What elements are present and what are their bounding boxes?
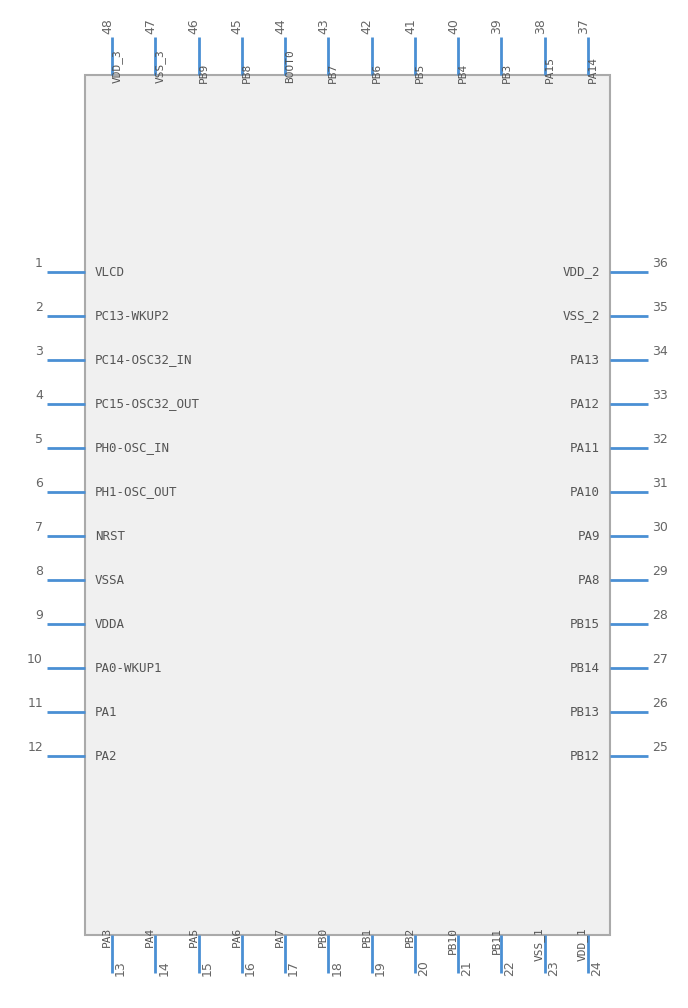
Text: 1: 1	[35, 257, 43, 270]
Text: PB12: PB12	[570, 750, 600, 762]
Text: 7: 7	[35, 521, 43, 534]
Text: 27: 27	[652, 653, 668, 666]
Text: PB13: PB13	[570, 706, 600, 719]
Text: 39: 39	[491, 18, 504, 34]
Text: PA8: PA8	[577, 574, 600, 587]
Text: VDD_2: VDD_2	[563, 265, 600, 278]
Text: 13: 13	[114, 961, 127, 976]
Text: PA5: PA5	[189, 927, 199, 948]
Text: PA0-WKUP1: PA0-WKUP1	[95, 661, 162, 674]
Text: 8: 8	[35, 565, 43, 578]
Text: PA12: PA12	[570, 397, 600, 410]
Text: 21: 21	[460, 961, 473, 976]
Text: PB8: PB8	[241, 62, 252, 83]
Text: 48: 48	[101, 18, 114, 34]
Text: 26: 26	[652, 697, 668, 710]
Text: 43: 43	[317, 18, 330, 34]
Text: PH0-OSC_IN: PH0-OSC_IN	[95, 442, 170, 455]
Text: PA4: PA4	[145, 927, 155, 948]
Text: 23: 23	[547, 961, 560, 976]
Text: BOOT0: BOOT0	[285, 49, 295, 83]
Text: 36: 36	[652, 257, 668, 270]
Text: 28: 28	[652, 609, 668, 622]
Text: PB14: PB14	[570, 661, 600, 674]
Text: PA14: PA14	[588, 56, 598, 83]
Text: PA3: PA3	[102, 927, 112, 948]
Text: 32: 32	[652, 433, 668, 446]
Text: NRST: NRST	[95, 529, 125, 542]
Text: PB4: PB4	[458, 62, 468, 83]
Text: VDD_1: VDD_1	[577, 927, 588, 961]
Text: PB3: PB3	[502, 62, 511, 83]
Text: 3: 3	[35, 345, 43, 358]
Text: PA2: PA2	[95, 750, 118, 762]
Text: PB0: PB0	[319, 927, 328, 948]
Text: VLCD: VLCD	[95, 265, 125, 278]
Text: 34: 34	[652, 345, 668, 358]
Text: 15: 15	[200, 961, 213, 976]
Text: 22: 22	[504, 961, 517, 976]
Text: 37: 37	[577, 18, 590, 34]
Text: 25: 25	[652, 741, 668, 754]
Text: PA1: PA1	[95, 706, 118, 719]
Text: PB6: PB6	[372, 62, 382, 83]
Text: 33: 33	[652, 389, 668, 402]
Text: PA10: PA10	[570, 486, 600, 499]
Text: 11: 11	[28, 697, 43, 710]
Text: 9: 9	[35, 609, 43, 622]
Text: PC13-WKUP2: PC13-WKUP2	[95, 309, 170, 323]
Text: PA9: PA9	[577, 529, 600, 542]
Text: 30: 30	[652, 521, 668, 534]
Text: 47: 47	[144, 18, 158, 34]
Text: PB10: PB10	[448, 927, 458, 954]
Text: 19: 19	[374, 961, 387, 976]
Bar	[85, 75, 610, 935]
Text: 42: 42	[361, 18, 374, 34]
Text: 14: 14	[158, 961, 170, 976]
Text: 5: 5	[35, 433, 43, 446]
Text: 41: 41	[404, 18, 417, 34]
Text: VSS_2: VSS_2	[563, 309, 600, 323]
Text: 38: 38	[534, 18, 547, 34]
Text: 16: 16	[244, 961, 257, 976]
Text: 12: 12	[28, 741, 43, 754]
Text: 35: 35	[652, 301, 668, 314]
Text: PA13: PA13	[570, 354, 600, 367]
Text: PA7: PA7	[275, 927, 285, 948]
Text: PC15-OSC32_OUT: PC15-OSC32_OUT	[95, 397, 200, 410]
Text: 10: 10	[27, 653, 43, 666]
Text: 4: 4	[35, 389, 43, 402]
Text: 2: 2	[35, 301, 43, 314]
Text: VSSA: VSSA	[95, 574, 125, 587]
Text: VDD_3: VDD_3	[112, 49, 123, 83]
Text: VSS_3: VSS_3	[155, 49, 166, 83]
Text: PB15: PB15	[570, 618, 600, 630]
Text: 45: 45	[230, 18, 244, 34]
Text: 31: 31	[652, 477, 668, 490]
Text: 44: 44	[274, 18, 287, 34]
Text: 20: 20	[417, 961, 430, 976]
Text: PH1-OSC_OUT: PH1-OSC_OUT	[95, 486, 178, 499]
Text: 6: 6	[35, 477, 43, 490]
Text: 46: 46	[188, 18, 200, 34]
Text: VSS_1: VSS_1	[534, 927, 545, 961]
Text: PB5: PB5	[415, 62, 425, 83]
Text: 24: 24	[590, 961, 603, 976]
Text: PA6: PA6	[232, 927, 241, 948]
Text: PC14-OSC32_IN: PC14-OSC32_IN	[95, 354, 193, 367]
Text: PB11: PB11	[491, 927, 502, 954]
Text: 29: 29	[652, 565, 668, 578]
Text: PA15: PA15	[545, 56, 555, 83]
Text: PB1: PB1	[362, 927, 372, 948]
Text: 40: 40	[447, 18, 460, 34]
Text: VDDA: VDDA	[95, 618, 125, 630]
Text: PA11: PA11	[570, 442, 600, 455]
Text: PB2: PB2	[405, 927, 415, 948]
Text: 17: 17	[287, 961, 300, 976]
Text: 18: 18	[330, 961, 343, 976]
Text: PB7: PB7	[328, 62, 338, 83]
Text: PB9: PB9	[199, 62, 208, 83]
